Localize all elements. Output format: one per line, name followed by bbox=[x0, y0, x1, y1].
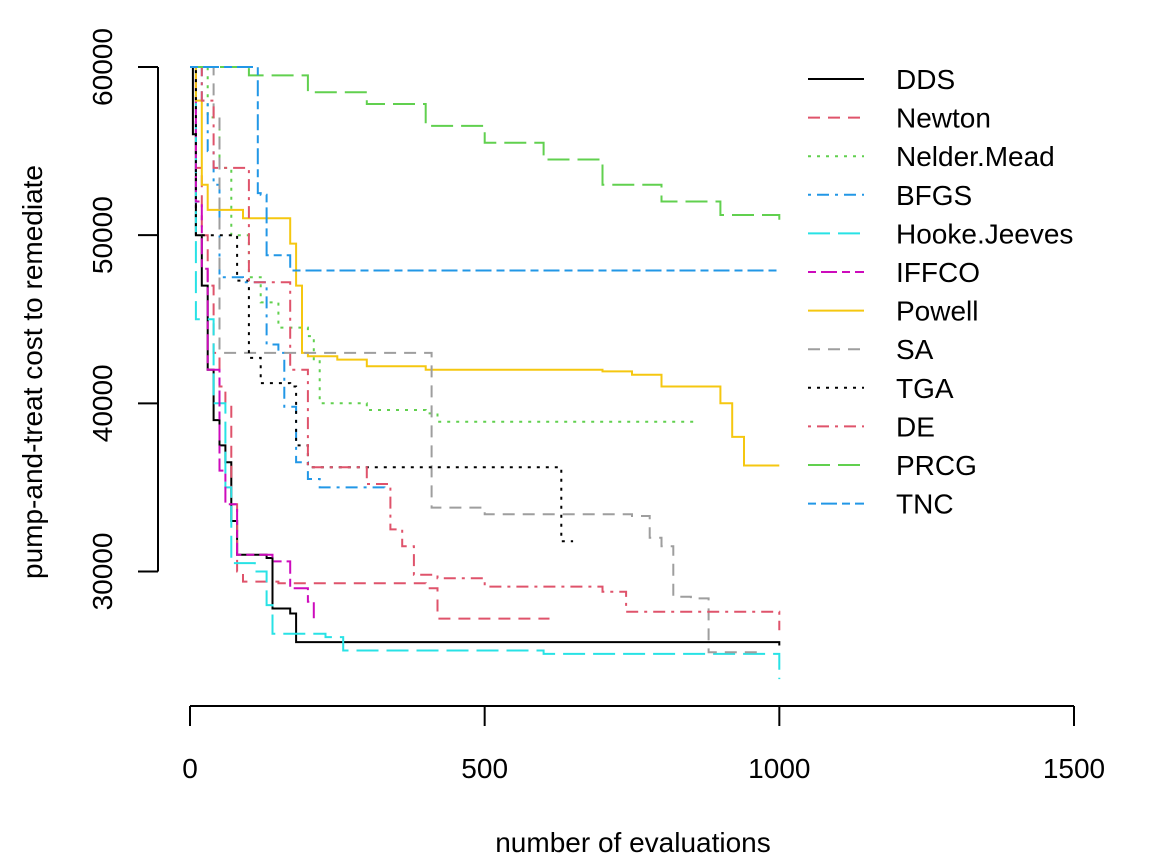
legend-label: PRCG bbox=[896, 450, 977, 481]
x-axis-title: number of evaluations bbox=[495, 827, 771, 858]
x-tick-label: 1000 bbox=[748, 753, 810, 784]
x-tick-label: 0 bbox=[182, 753, 198, 784]
series-line-powell bbox=[190, 66, 780, 467]
legend-label: SA bbox=[896, 334, 934, 365]
legend: DDS Newton Nelder.Mead BFGS Hooke.Jeeves IFFC… bbox=[808, 64, 1073, 520]
legend-label: Powell bbox=[896, 296, 978, 327]
y-tick-label: 40000 bbox=[87, 364, 118, 442]
series-line-hooke-jeeves bbox=[190, 66, 781, 680]
legend-label: TGA bbox=[896, 373, 954, 404]
y-tick-label: 50000 bbox=[87, 196, 118, 274]
x-tick-label: 500 bbox=[461, 753, 508, 784]
series-line-dds bbox=[190, 66, 781, 646]
series-line-nelder-mead bbox=[190, 66, 698, 424]
axes: 0 500 1000 1500 30000 40000 50000 60000 bbox=[87, 28, 1105, 784]
series-line-bfgs bbox=[190, 66, 386, 490]
series-line-sa bbox=[190, 66, 757, 656]
series-line-prcg bbox=[190, 66, 781, 222]
series-line-tnc bbox=[190, 66, 780, 272]
legend-label: Nelder.Mead bbox=[896, 141, 1055, 172]
series-line-tga bbox=[190, 66, 574, 543]
legend-label: DE bbox=[896, 411, 935, 442]
legend-label: TNC bbox=[896, 489, 954, 520]
y-axis-title: pump-and-treat cost to remediate bbox=[17, 165, 48, 579]
legend-label: BFGS bbox=[896, 180, 972, 211]
legend-label: DDS bbox=[896, 64, 955, 95]
legend-label: IFFCO bbox=[896, 257, 980, 288]
x-tick-label: 1500 bbox=[1043, 753, 1105, 784]
y-tick-label: 60000 bbox=[87, 28, 118, 106]
series-lines bbox=[190, 66, 781, 680]
legend-label: Hooke.Jeeves bbox=[896, 218, 1073, 249]
series-line-de bbox=[190, 66, 781, 631]
legend-label: Newton bbox=[896, 103, 991, 134]
series-line-newton bbox=[190, 66, 550, 620]
series-line-iffco bbox=[190, 66, 315, 621]
y-tick-label: 30000 bbox=[87, 533, 118, 611]
